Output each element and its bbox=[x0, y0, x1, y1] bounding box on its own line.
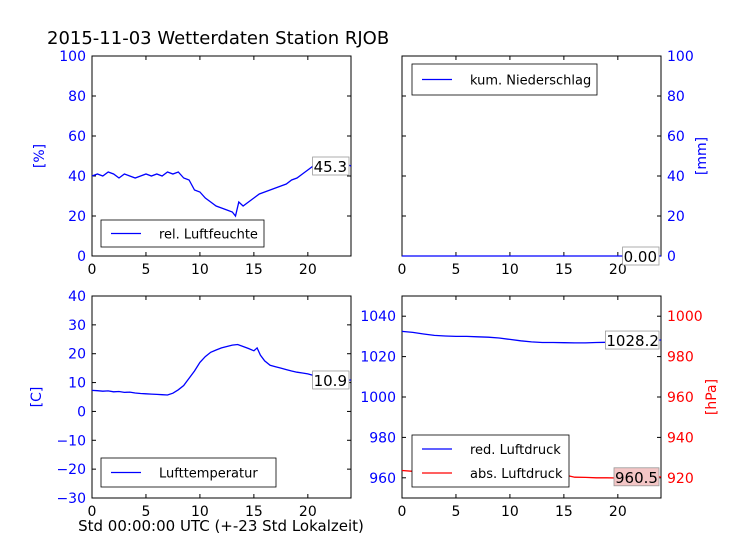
legend-label: kum. Niederschlag bbox=[470, 74, 591, 89]
y-tick-label: −30 bbox=[56, 491, 86, 507]
panel-humidity: 0 5 10 15 20 0 20 40 60 80 100 [%] 45.3 rel. Luftfeuc… bbox=[32, 49, 352, 278]
x-tick-label: 15 bbox=[245, 262, 263, 278]
x-tick-label: 0 bbox=[398, 262, 407, 278]
x-tick-label: 15 bbox=[555, 262, 573, 278]
x-tick-label: 10 bbox=[191, 262, 209, 278]
last-value-label: 1028.2 bbox=[606, 332, 659, 350]
y-tick-label: 1020 bbox=[360, 350, 396, 366]
legend-label: abs. Luftdruck bbox=[470, 467, 563, 482]
x-tick-label: 5 bbox=[451, 504, 460, 520]
y-axis-label: [C] bbox=[29, 387, 45, 408]
x-tick-label: 5 bbox=[141, 262, 150, 278]
last-value-label-box bbox=[312, 156, 350, 176]
last-value-label-box bbox=[312, 370, 350, 390]
legend-box bbox=[411, 434, 570, 488]
x-tick-label: 20 bbox=[299, 504, 317, 520]
y-tick-label-right: 40 bbox=[667, 169, 685, 185]
x-tick-label: 20 bbox=[299, 262, 317, 278]
y-tick-label: 20 bbox=[68, 347, 86, 363]
legend-label: Lufttemperatur bbox=[159, 467, 258, 482]
x-tick-label: 5 bbox=[451, 262, 460, 278]
x-tick-label: 10 bbox=[501, 504, 519, 520]
y-axis-label: [%] bbox=[32, 144, 48, 168]
x-tick-label: 0 bbox=[88, 504, 97, 520]
x-tick-label: 10 bbox=[501, 262, 519, 278]
y-tick-label-right: 960 bbox=[667, 390, 694, 406]
last-value-label-box bbox=[622, 246, 660, 266]
x-tick-label: 10 bbox=[191, 504, 209, 520]
y-tick-label-right: 1000 bbox=[667, 309, 703, 325]
panel-precipitation: 0 5 10 15 20 0 20 40 60 80 100 [mm] 0.00 kum. Nieders… bbox=[398, 49, 710, 278]
series-line-lufttemperatur bbox=[91, 343, 352, 396]
y-tick-label-right: 920 bbox=[667, 471, 694, 487]
x-tick-label: 15 bbox=[555, 504, 573, 520]
y-tick-label: 20 bbox=[68, 209, 86, 225]
y-tick-label: 980 bbox=[369, 430, 396, 446]
last-value-label: 0.00 bbox=[624, 248, 657, 266]
y-tick-label: 40 bbox=[68, 289, 86, 305]
x-tick-label: 15 bbox=[245, 504, 263, 520]
y-tick-label: 60 bbox=[68, 129, 86, 145]
legend-label: rel. Luftfeuchte bbox=[159, 228, 258, 243]
y-tick-label: 80 bbox=[68, 89, 86, 105]
y-tick-label-right: 100 bbox=[667, 49, 694, 65]
y-tick-label: −10 bbox=[56, 433, 86, 449]
y-tick-label: 960 bbox=[369, 471, 396, 487]
y-axis-label: [hPa] bbox=[704, 379, 720, 415]
y-tick-label-right: 940 bbox=[667, 430, 694, 446]
x-tick-label: 20 bbox=[609, 504, 627, 520]
y-tick-label: 10 bbox=[68, 376, 86, 392]
last-value-label: 45.3 bbox=[314, 158, 347, 176]
y-tick-label-right: 980 bbox=[667, 350, 694, 366]
y-tick-label-right: 80 bbox=[667, 89, 685, 105]
y-tick-label: 30 bbox=[68, 318, 86, 334]
y-tick-label-right: 20 bbox=[667, 209, 685, 225]
x-tick-label: 20 bbox=[609, 262, 627, 278]
figure-title: 2015-11-03 Wetterdaten Station RJOB bbox=[47, 28, 389, 49]
y-tick-label: 0 bbox=[77, 249, 86, 265]
legend-label: red. Luftdruck bbox=[470, 443, 561, 458]
last-value-label: 960.5 bbox=[615, 469, 658, 487]
y-tick-label: 0 bbox=[77, 404, 86, 420]
panel-pressure: 0 5 10 15 20 960 980 1000 1020 1040 920 940 960 980 10… bbox=[360, 295, 720, 520]
y-axis-label: [mm] bbox=[694, 137, 710, 175]
last-value-label-box bbox=[613, 467, 660, 487]
y-tick-label-right: 0 bbox=[667, 249, 676, 265]
series-line-rel-luftfeuchte bbox=[91, 159, 352, 218]
x-tick-label: 0 bbox=[88, 262, 97, 278]
y-tick-label: 1000 bbox=[360, 390, 396, 406]
y-tick-label: 1040 bbox=[360, 309, 396, 325]
y-tick-label: 40 bbox=[68, 169, 86, 185]
x-tick-label: 0 bbox=[398, 504, 407, 520]
x-tick-label: 5 bbox=[141, 504, 150, 520]
last-value-label-box bbox=[605, 330, 660, 350]
y-tick-label-right: 60 bbox=[667, 129, 685, 145]
panel-temperature: 0 5 10 15 20 −30 −20 −10 0 10 20 30 40 [C] 10.9 Lufttem… bbox=[29, 289, 352, 520]
y-tick-label: −20 bbox=[56, 462, 86, 478]
figure-xlabel: Std 00:00:00 UTC (+-23 Std Lokalzeit) bbox=[78, 517, 364, 535]
y-tick-label: 100 bbox=[59, 49, 86, 65]
last-value-label: 10.9 bbox=[314, 372, 347, 390]
